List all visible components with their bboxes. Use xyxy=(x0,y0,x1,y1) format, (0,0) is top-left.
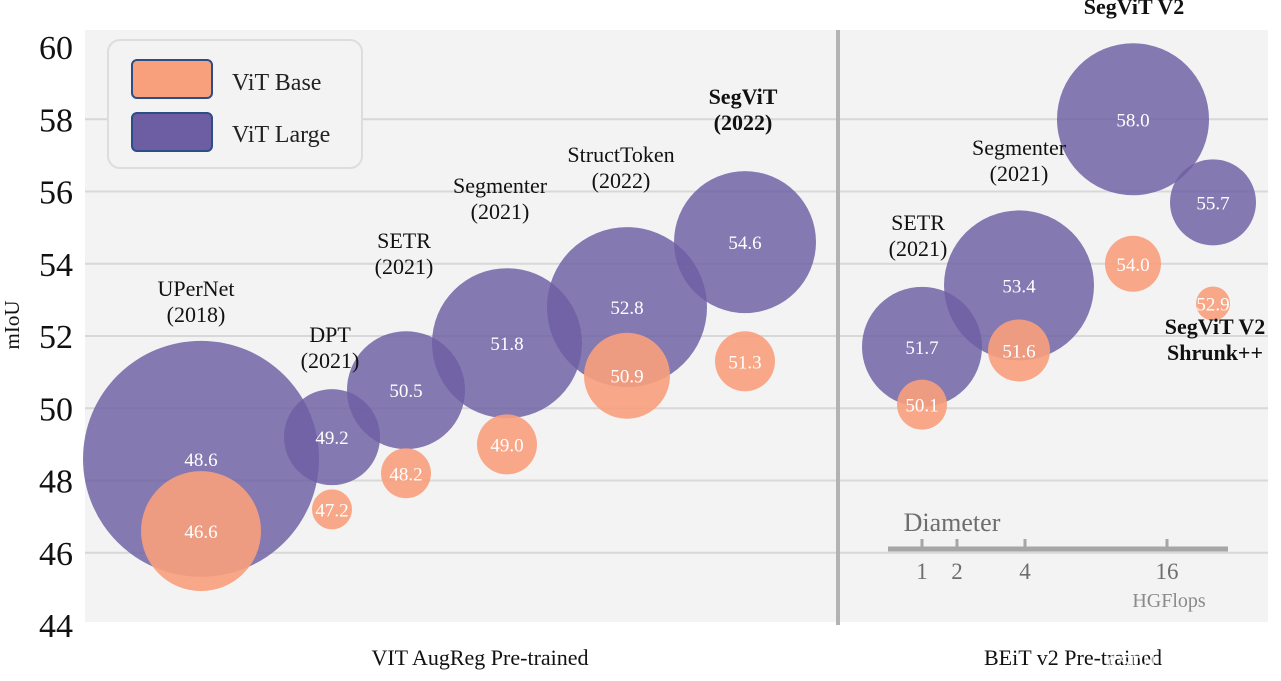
y-tick-label: 60 xyxy=(39,30,73,67)
size-scale-unit: HGFlops xyxy=(1132,590,1206,612)
value-label-large: 50.5 xyxy=(389,381,422,402)
method-name: UPerNet xyxy=(158,276,235,301)
value-label-base: 46.6 xyxy=(184,522,217,543)
legend-label-large: ViT Large xyxy=(232,122,330,148)
size-scale: Diameter 1 2 4 16 HGFlops xyxy=(888,508,1228,612)
method-name: SegViT xyxy=(709,84,778,109)
method-name: SegViT V2 xyxy=(1084,0,1184,19)
value-label-large: 51.8 xyxy=(490,334,523,355)
y-tick-label: 56 xyxy=(39,175,73,212)
x-axis-label-augreg: VIT AugReg Pre-trained xyxy=(371,645,588,670)
value-label-large: 52.8 xyxy=(610,298,643,319)
method-name: SETR xyxy=(891,210,945,235)
y-axis: 44 46 48 50 52 54 56 58 60 xyxy=(39,30,73,645)
bubble-base xyxy=(584,332,670,419)
value-label-base: 50.1 xyxy=(905,396,938,417)
method-year: (2021) xyxy=(301,348,360,373)
size-scale-tick-label-1: 1 xyxy=(916,559,928,584)
value-label-large: 53.4 xyxy=(1002,276,1036,297)
method-name: DPT xyxy=(309,322,351,347)
method-name: StructToken xyxy=(567,142,674,167)
y-tick-label: 54 xyxy=(39,247,73,284)
watermark: CSDN @夏日的盒盒 xyxy=(1107,653,1263,673)
method-year: (2022) xyxy=(592,168,651,193)
value-label-base: 52.9 xyxy=(1196,294,1229,315)
legend: ViT Base ViT Large xyxy=(107,39,363,169)
method-year: (2022) xyxy=(714,110,773,135)
y-tick-label: 58 xyxy=(39,102,73,139)
value-label-large: 49.2 xyxy=(315,428,348,449)
value-label-large: 55.7 xyxy=(1196,193,1229,214)
legend-swatch-large xyxy=(131,112,213,152)
y-tick-label: 48 xyxy=(39,464,73,501)
bubble-large xyxy=(83,340,319,577)
bubble-large xyxy=(1170,159,1256,246)
value-label-base: 48.2 xyxy=(389,464,422,485)
legend-swatch-base xyxy=(131,59,213,99)
size-scale-tick-label-4: 4 xyxy=(1019,559,1031,584)
bubble-large xyxy=(944,210,1094,361)
bubble-base xyxy=(141,471,261,592)
size-scale-title: Diameter xyxy=(904,508,1001,537)
method-year: (2018) xyxy=(167,302,226,327)
value-label-large: 51.7 xyxy=(905,338,938,359)
group-labels: UPerNet(2018)DPT(2021)SETR(2021)Segmente… xyxy=(158,0,1266,373)
bubble-base xyxy=(897,379,947,430)
bubble-base xyxy=(1196,286,1230,321)
bubble-base xyxy=(715,331,775,392)
value-label-base: 54.0 xyxy=(1116,255,1149,276)
method-name: SETR xyxy=(377,228,431,253)
method-year: (2021) xyxy=(990,161,1049,186)
value-label-base: 47.2 xyxy=(315,500,348,521)
bubble-base xyxy=(988,319,1050,382)
bubble-base xyxy=(1105,235,1161,292)
method-year: (2021) xyxy=(471,199,530,224)
method-name: Segmenter xyxy=(972,135,1067,160)
value-label-base: 51.3 xyxy=(728,352,761,373)
value-label-large: 54.6 xyxy=(728,233,761,254)
bubble-large xyxy=(432,268,582,419)
bubble-large xyxy=(674,171,816,314)
method-name: Segmenter xyxy=(453,173,548,198)
legend-label-base: ViT Base xyxy=(232,70,321,96)
value-label-base: 51.6 xyxy=(1002,341,1035,362)
y-tick-label: 46 xyxy=(39,536,73,573)
method-year: Shrunk++ xyxy=(1167,340,1263,365)
y-axis-label: mIoU xyxy=(0,301,24,350)
bubble-base xyxy=(381,448,431,499)
value-label-large: 58.0 xyxy=(1116,110,1149,131)
y-tick-label: 50 xyxy=(39,391,73,428)
value-label-large: 48.6 xyxy=(184,450,217,471)
bubble-base xyxy=(312,489,352,530)
y-tick-label: 52 xyxy=(39,319,73,356)
bubble-base xyxy=(477,414,537,475)
bubble-large xyxy=(547,227,707,388)
size-scale-tick-label-16: 16 xyxy=(1156,559,1179,584)
method-year: (2021) xyxy=(889,236,948,261)
bubble-large xyxy=(1057,43,1209,196)
y-tick-label: 44 xyxy=(39,608,73,645)
value-label-base: 49.0 xyxy=(490,435,523,456)
bubbles: 48.6 46.6 49.2 47.2 50.5 48.2 51.8 49.0 52.8 50.9… xyxy=(83,43,1256,592)
method-name: SegViT V2 xyxy=(1165,314,1265,339)
value-label-base: 50.9 xyxy=(610,367,643,388)
x-axis-label-beit: BEiT v2 Pre-trained xyxy=(984,645,1162,670)
method-year: (2021) xyxy=(375,254,434,279)
size-scale-tick-label-2: 2 xyxy=(951,559,963,584)
